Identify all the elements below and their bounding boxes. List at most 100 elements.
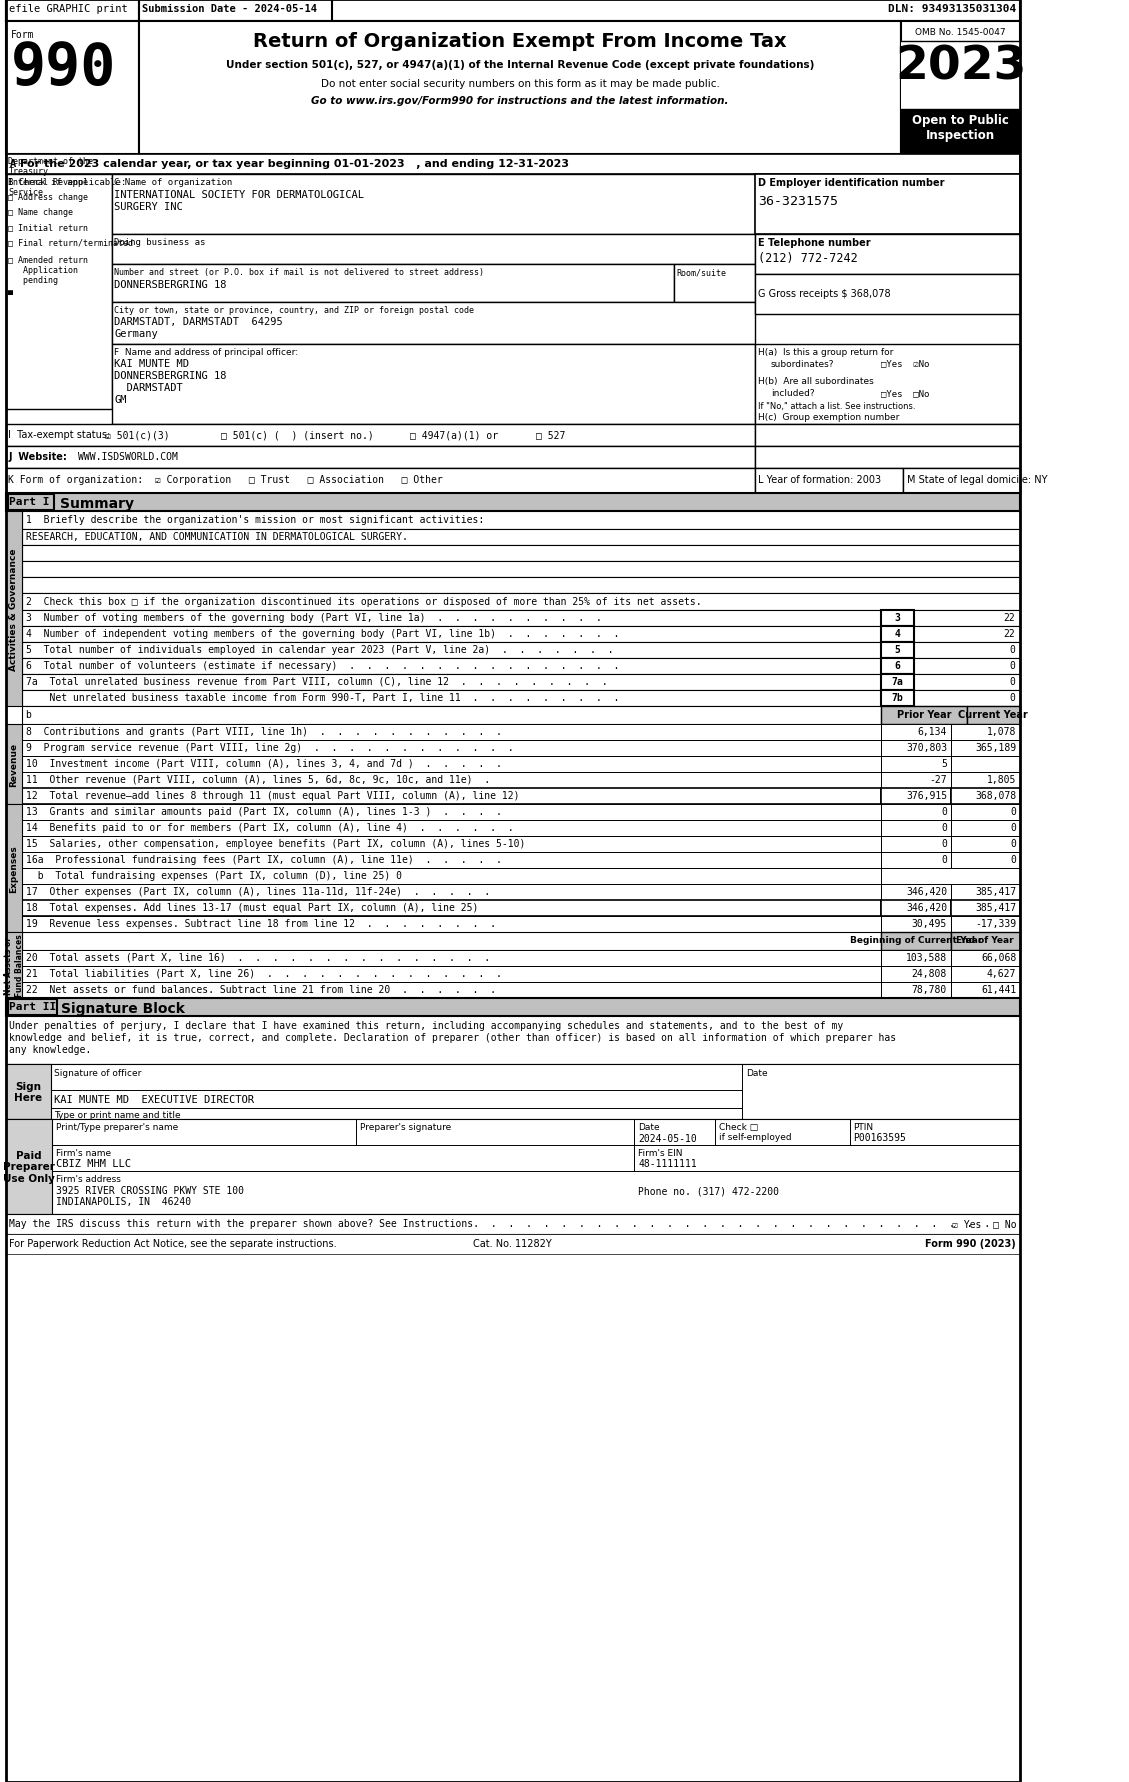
Bar — [21, 868, 882, 884]
Text: 0: 0 — [942, 839, 947, 848]
Bar — [6, 0, 139, 21]
Text: Signature Block: Signature Block — [61, 1001, 185, 1016]
Text: 3  Number of voting members of the governing body (Part VI, line 1a)  .  .  .  .: 3 Number of voting members of the govern… — [26, 613, 602, 622]
Bar — [966, 707, 1019, 725]
Text: 0: 0 — [1009, 661, 1015, 670]
Text: Revenue: Revenue — [9, 743, 18, 786]
Bar — [139, 0, 332, 21]
Text: 78,780: 78,780 — [912, 984, 947, 994]
Bar — [913, 675, 1019, 691]
Bar — [21, 820, 882, 836]
Bar — [755, 344, 1019, 424]
Text: B Check if applicable:: B Check if applicable: — [9, 178, 126, 187]
Text: 0: 0 — [942, 855, 947, 864]
Bar — [882, 691, 913, 707]
Text: 22  Net assets or fund balances. Subtract line 21 from line 20  .  .  .  .  .  .: 22 Net assets or fund balances. Subtract… — [26, 984, 496, 994]
Bar — [882, 789, 951, 804]
Bar — [903, 469, 1019, 494]
Text: □Yes  □No: □Yes □No — [881, 388, 929, 397]
Bar — [882, 900, 951, 916]
Text: □ 527: □ 527 — [535, 429, 564, 440]
Text: 24,808: 24,808 — [912, 968, 947, 978]
Text: H(c)  Group exemption number: H(c) Group exemption number — [759, 413, 900, 422]
Text: 22: 22 — [1004, 613, 1015, 622]
Bar — [21, 741, 882, 757]
Bar — [951, 741, 1019, 757]
Bar — [21, 836, 882, 852]
Text: included?: included? — [771, 388, 815, 397]
Bar — [6, 1235, 1019, 1255]
Text: Firm's name: Firm's name — [56, 1148, 111, 1157]
Bar — [913, 659, 1019, 675]
Bar — [112, 303, 755, 344]
Bar — [21, 916, 882, 932]
Text: For the 2023 calendar year, or tax year beginning 01-01-2023   , and ending 12-3: For the 2023 calendar year, or tax year … — [20, 159, 569, 169]
Bar — [882, 820, 951, 836]
Text: 48-1111111: 48-1111111 — [638, 1158, 697, 1169]
Bar — [6, 998, 1019, 1016]
Text: Firm's EIN: Firm's EIN — [638, 1148, 683, 1157]
Text: ☑ 501(c)(3): ☑ 501(c)(3) — [105, 429, 169, 440]
Text: P00163595: P00163595 — [854, 1132, 907, 1142]
Text: 22: 22 — [1004, 629, 1015, 638]
Text: □ Initial return: □ Initial return — [9, 223, 88, 232]
Text: Cat. No. 11282Y: Cat. No. 11282Y — [473, 1238, 552, 1249]
Bar — [6, 932, 21, 998]
Bar — [6, 1119, 52, 1214]
Bar — [951, 725, 1019, 741]
Text: 2023: 2023 — [895, 45, 1026, 89]
Text: ■: ■ — [9, 289, 14, 298]
Bar — [882, 757, 951, 773]
Bar — [21, 545, 1019, 561]
Bar — [21, 611, 882, 627]
Bar — [21, 593, 1019, 611]
Text: 11  Other revenue (Part VIII, column (A), lines 5, 6d, 8c, 9c, 10c, and 11e)  .: 11 Other revenue (Part VIII, column (A),… — [26, 775, 490, 784]
Bar — [139, 21, 901, 155]
Text: 4,627: 4,627 — [987, 968, 1016, 978]
Text: 15  Salaries, other compensation, employee benefits (Part IX, column (A), lines : 15 Salaries, other compensation, employe… — [26, 839, 525, 848]
Bar — [6, 1119, 1019, 1214]
Text: 0: 0 — [1010, 823, 1016, 832]
Text: For Paperwork Reduction Act Notice, see the separate instructions.: For Paperwork Reduction Act Notice, see … — [9, 1238, 336, 1249]
Text: Firm's address: Firm's address — [56, 1174, 121, 1183]
Text: 7b: 7b — [892, 693, 903, 702]
Bar — [882, 852, 951, 868]
Bar — [951, 820, 1019, 836]
Text: G Gross receipts $ 368,078: G Gross receipts $ 368,078 — [759, 289, 891, 299]
Text: 19  Revenue less expenses. Subtract line 18 from line 12  .  .  .  .  .  .  .  .: 19 Revenue less expenses. Subtract line … — [26, 918, 496, 928]
Text: Go to www.irs.gov/Form990 for instructions and the latest information.: Go to www.irs.gov/Form990 for instructio… — [312, 96, 728, 105]
Bar — [882, 611, 913, 627]
Bar — [882, 659, 913, 675]
Text: □ Amended return: □ Amended return — [9, 255, 88, 264]
Text: DARMSTADT, DARMSTADT  64295: DARMSTADT, DARMSTADT 64295 — [114, 317, 283, 326]
Bar — [755, 447, 1019, 469]
Text: 5: 5 — [942, 759, 947, 768]
Bar — [21, 950, 882, 966]
Text: 30,495: 30,495 — [912, 918, 947, 928]
Text: 8  Contributions and grants (Part VIII, line 1h)  .  .  .  .  .  .  .  .  .  .  : 8 Contributions and grants (Part VIII, l… — [26, 727, 501, 736]
Bar — [6, 1064, 51, 1119]
Text: 66,068: 66,068 — [981, 952, 1016, 962]
Bar — [112, 266, 674, 303]
Bar — [21, 966, 882, 982]
Text: End of Year: End of Year — [956, 936, 1014, 944]
Text: □ Name change: □ Name change — [9, 208, 73, 217]
Text: 17  Other expenses (Part IX, column (A), lines 11a-11d, 11f-24e)  .  .  .  .  .: 17 Other expenses (Part IX, column (A), … — [26, 886, 490, 896]
Text: H(b)  Are all subordinates: H(b) Are all subordinates — [759, 376, 874, 385]
Bar — [6, 424, 755, 447]
Bar — [6, 1016, 1019, 1064]
Bar — [951, 773, 1019, 789]
Text: 10  Investment income (Part VIII, column (A), lines 3, 4, and 7d )  .  .  .  .  : 10 Investment income (Part VIII, column … — [26, 759, 501, 768]
Text: I  Tax-exempt status:: I Tax-exempt status: — [9, 429, 111, 440]
Text: K Form of organization:  ☑ Corporation   □ Trust   □ Association   □ Other: K Form of organization: ☑ Corporation □ … — [9, 474, 444, 485]
Text: Open to Public
Inspection: Open to Public Inspection — [912, 114, 1009, 143]
Bar — [755, 175, 1019, 235]
Bar — [21, 643, 882, 659]
Text: Type or print name and title: Type or print name and title — [54, 1110, 181, 1119]
Bar — [755, 235, 1019, 274]
Bar — [882, 773, 951, 789]
Bar — [21, 773, 882, 789]
Text: 1,805: 1,805 — [987, 775, 1016, 784]
Text: KAI MUNTE MD: KAI MUNTE MD — [114, 358, 190, 369]
Text: 6  Total number of volunteers (estimate if necessary)  .  .  .  .  .  .  .  .  .: 6 Total number of volunteers (estimate i… — [26, 661, 619, 670]
